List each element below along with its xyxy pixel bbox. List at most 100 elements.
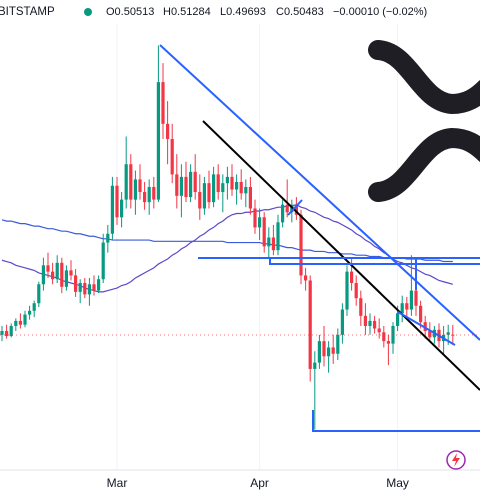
candle-body bbox=[5, 331, 9, 337]
candle-body bbox=[235, 181, 239, 190]
candle-body bbox=[446, 332, 450, 335]
candle-body bbox=[299, 214, 303, 276]
ohlc-close: C0.50483 bbox=[276, 6, 324, 18]
candle-body bbox=[363, 315, 367, 326]
candle-body bbox=[46, 265, 50, 272]
candle-body bbox=[327, 347, 331, 357]
candle-body bbox=[14, 320, 18, 326]
candle-body bbox=[405, 303, 409, 310]
candle-body bbox=[184, 176, 188, 198]
candle-body bbox=[55, 262, 59, 280]
candle-body bbox=[359, 298, 363, 316]
candle-body bbox=[170, 138, 174, 175]
candle-body bbox=[225, 176, 229, 184]
candle-body bbox=[248, 186, 252, 209]
candle-body bbox=[244, 186, 248, 194]
candle-body bbox=[69, 270, 73, 276]
trendline bbox=[202, 120, 480, 391]
candle-body bbox=[331, 347, 335, 354]
candle-body bbox=[78, 283, 82, 292]
status-dot bbox=[84, 8, 92, 16]
candle-body bbox=[32, 303, 36, 311]
trendline bbox=[397, 311, 456, 346]
drawings bbox=[159, 44, 480, 432]
candle-body bbox=[276, 222, 280, 251]
ohlc-high: H0.51284 bbox=[163, 6, 211, 18]
candle-body bbox=[0, 331, 4, 335]
x-axis: Mar Apr May bbox=[107, 476, 409, 490]
candle-body bbox=[350, 271, 354, 284]
candle-body bbox=[294, 204, 298, 215]
icon-ring bbox=[446, 450, 466, 470]
candle-body bbox=[382, 332, 386, 342]
candle-body bbox=[216, 174, 220, 193]
candle-body bbox=[18, 320, 22, 325]
ohlc-change: −0.00010 (−0.02%) bbox=[333, 6, 427, 18]
candle-body bbox=[253, 208, 257, 228]
candle-body bbox=[115, 185, 119, 218]
candle-body bbox=[28, 310, 32, 315]
candle-body bbox=[189, 171, 193, 198]
candle-body bbox=[212, 174, 216, 203]
candle-body bbox=[308, 280, 312, 369]
header: BITSTAMP O0.50513 H0.51284 L0.49693 C0.5… bbox=[0, 0, 480, 24]
candle-body bbox=[138, 179, 142, 193]
ohlc-low: L0.49693 bbox=[220, 6, 266, 18]
candle-body bbox=[74, 275, 78, 292]
candle-body bbox=[179, 176, 183, 196]
candle-body bbox=[313, 362, 317, 369]
candle-body bbox=[92, 284, 96, 291]
candle-body bbox=[345, 271, 349, 310]
x-tick-label: May bbox=[386, 476, 409, 490]
candle-body bbox=[97, 279, 101, 291]
candle-body bbox=[87, 284, 91, 295]
trendline bbox=[287, 199, 303, 216]
candle-body bbox=[129, 164, 133, 200]
candle-body bbox=[143, 192, 147, 203]
candle-body bbox=[60, 262, 64, 287]
exchange: BITSTAMP bbox=[0, 6, 55, 18]
x-tick-label: Apr bbox=[250, 476, 269, 490]
candle-body bbox=[336, 334, 340, 354]
candle-body bbox=[267, 237, 271, 247]
candle-body bbox=[41, 265, 45, 285]
icon-bolt bbox=[452, 453, 460, 467]
candle-body bbox=[156, 82, 160, 200]
candle-body bbox=[340, 309, 344, 335]
candle-body bbox=[101, 242, 105, 280]
candle-body bbox=[207, 183, 211, 203]
lightning-icon bbox=[446, 450, 466, 470]
candle-body bbox=[322, 341, 326, 357]
trendline bbox=[159, 44, 480, 341]
candle-body bbox=[373, 320, 377, 329]
candle-body bbox=[133, 179, 137, 200]
candle-body bbox=[175, 174, 179, 196]
candle-body bbox=[51, 271, 55, 280]
candle-body bbox=[110, 185, 114, 234]
candle-body bbox=[221, 183, 225, 193]
xrp-logo bbox=[368, 40, 480, 202]
candle-body bbox=[354, 283, 358, 299]
candle-body bbox=[377, 328, 381, 333]
candle-body bbox=[409, 290, 413, 310]
horizontal-line bbox=[312, 410, 480, 432]
candle-body bbox=[193, 171, 197, 193]
candle-body bbox=[147, 186, 151, 203]
candle-body bbox=[9, 325, 13, 337]
x-tick-label: Mar bbox=[107, 476, 128, 490]
candle-body bbox=[414, 290, 418, 306]
candle-body bbox=[152, 186, 156, 200]
candle-body bbox=[64, 270, 68, 287]
candle-body bbox=[262, 217, 266, 247]
candle-body bbox=[419, 305, 423, 323]
candle-body bbox=[166, 123, 170, 139]
candle-body bbox=[239, 181, 243, 194]
candle-body bbox=[120, 199, 124, 218]
grid bbox=[116, 24, 399, 470]
candle-body bbox=[271, 237, 275, 251]
candle-body bbox=[83, 283, 87, 295]
candle-body bbox=[285, 204, 289, 213]
candle-body bbox=[386, 341, 390, 344]
